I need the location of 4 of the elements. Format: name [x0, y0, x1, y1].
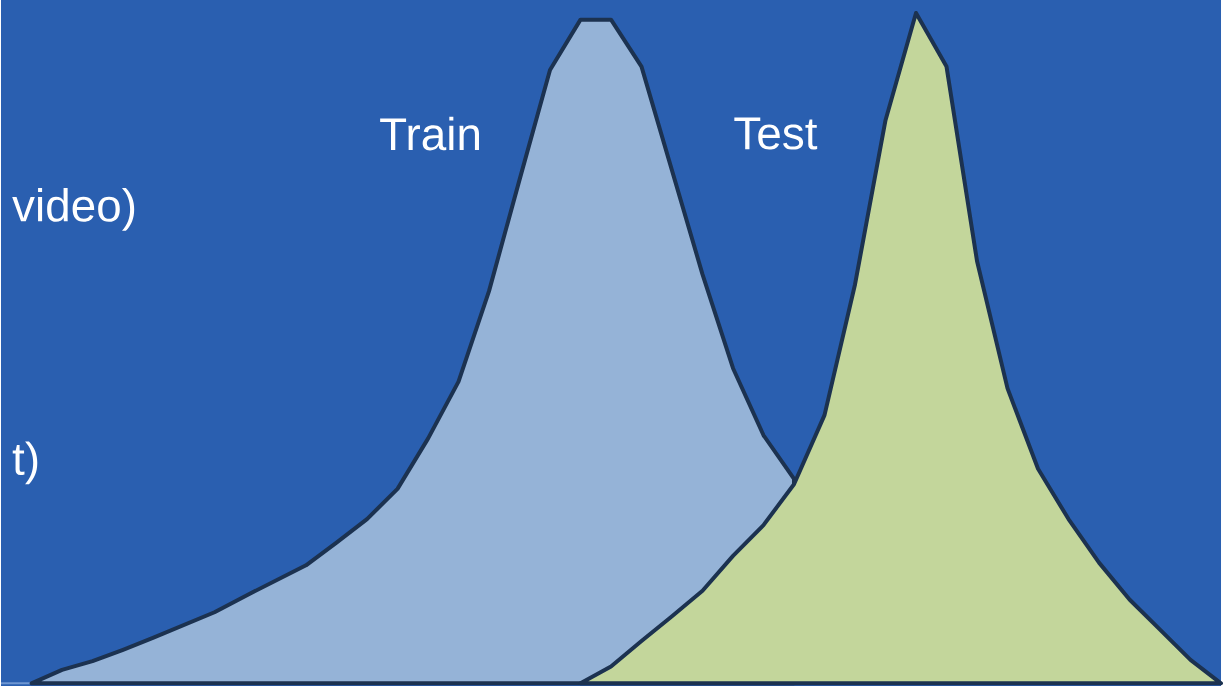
annotation: t): [12, 441, 38, 485]
series-label: Test: [734, 117, 818, 150]
annotation: video): [12, 187, 135, 231]
series-label: Train: [380, 116, 479, 151]
